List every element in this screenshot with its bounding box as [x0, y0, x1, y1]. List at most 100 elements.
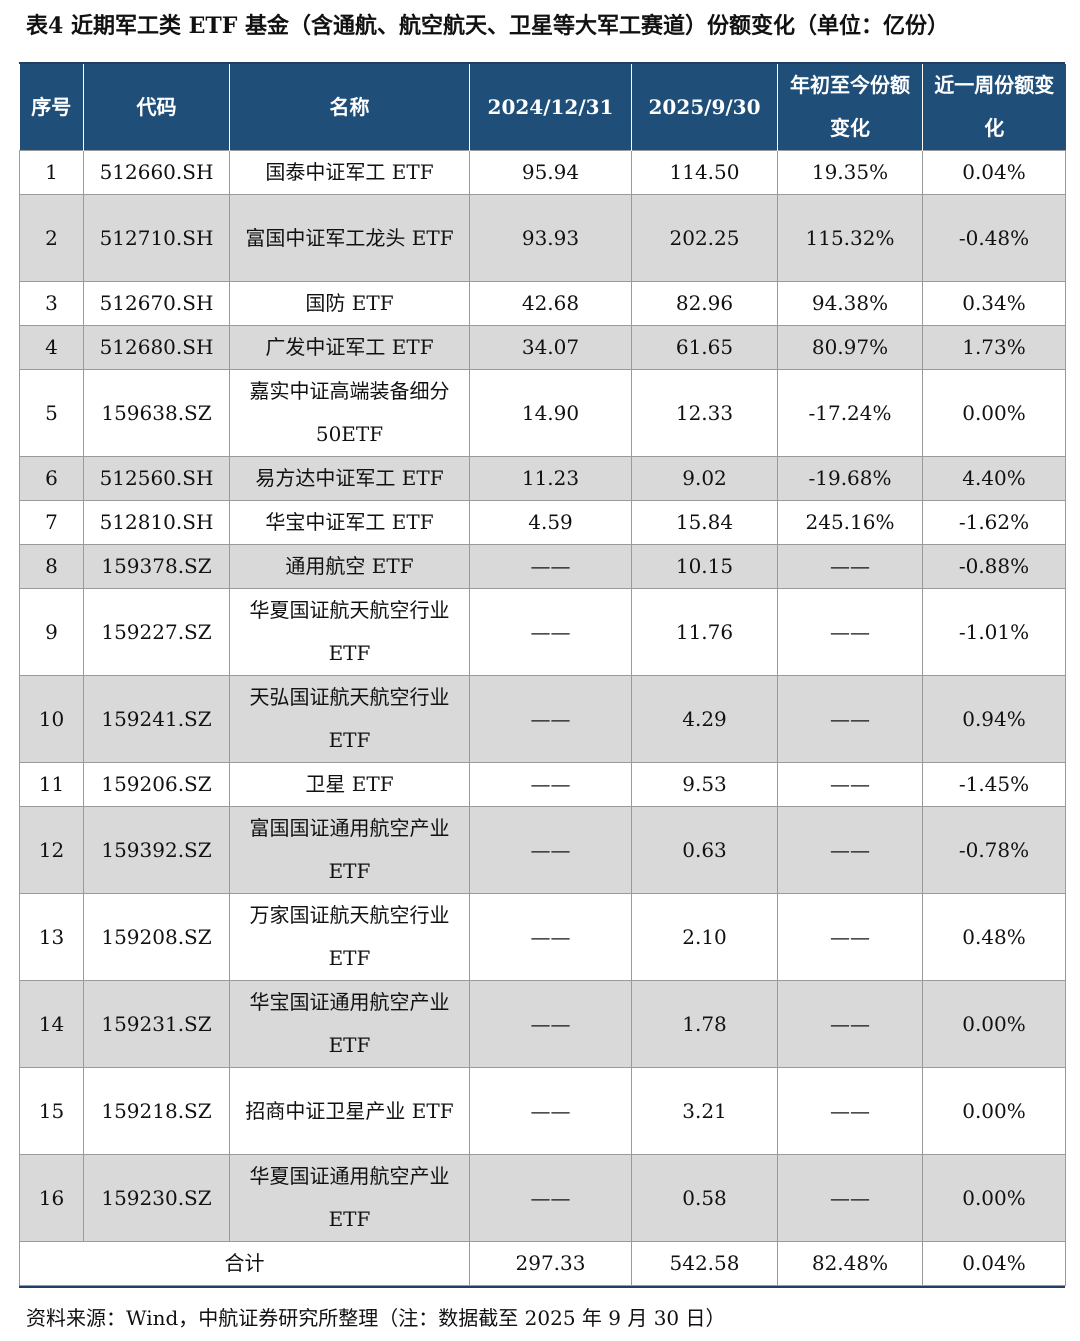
total-week-change: 0.04% [922, 1241, 1066, 1286]
row-ytd-change: —— [777, 980, 923, 1068]
row-2025: 0.63 [631, 806, 778, 894]
row-code: 512660.SH [83, 150, 230, 195]
row-week-change: 4.40% [922, 456, 1066, 501]
row-name: 富国国证通用航空产业 ETF [229, 806, 470, 894]
row-2025: 1.78 [631, 980, 778, 1068]
table-row: 7 512810.SH 华宝中证军工 ETF 4.59 15.84 245.16% -1.6… [19, 500, 1066, 545]
row-ytd-change: —— [777, 806, 923, 894]
row-week-change: 0.04% [922, 150, 1066, 195]
row-no: 5 [19, 369, 84, 457]
row-no: 12 [19, 806, 84, 894]
row-2024: 14.90 [469, 369, 632, 457]
row-name: 万家国证航天航空行业 ETF [229, 893, 470, 981]
row-code: 159218.SZ [83, 1067, 230, 1155]
row-ytd-change: -19.68% [777, 456, 923, 501]
row-2024: —— [469, 980, 632, 1068]
row-2025: 11.76 [631, 588, 778, 676]
row-2024: 93.93 [469, 194, 632, 282]
row-2025: 9.53 [631, 762, 778, 807]
header-week-change: 近一周份额变化 [922, 64, 1066, 151]
table-row: 10 159241.SZ 天弘国证航天航空行业 ETF —— 4.29 —— 0.94% [19, 675, 1066, 763]
row-code: 159241.SZ [83, 675, 230, 763]
row-ytd-change: 94.38% [777, 281, 923, 326]
table-title: 表4 近期军工类 ETF 基金（含通航、航空航天、卫星等大军工赛道）份额变化（单… [26, 13, 950, 39]
table-row: 11 159206.SZ 卫星 ETF —— 9.53 —— -1.45% [19, 762, 1066, 807]
table-row: 15 159218.SZ 招商中证卫星产业 ETF —— 3.21 —— 0.00% [19, 1067, 1066, 1155]
row-name: 国泰中证军工 ETF [229, 150, 470, 195]
row-2024: —— [469, 544, 632, 589]
row-no: 13 [19, 893, 84, 981]
row-code: 512680.SH [83, 325, 230, 370]
row-week-change: -0.88% [922, 544, 1066, 589]
table-row: 2 512710.SH 富国中证军工龙头 ETF 93.93 202.25 115.32%… [19, 194, 1066, 282]
table-row: 9 159227.SZ 华夏国证航天航空行业 ETF —— 11.76 —— -1.01% [19, 588, 1066, 676]
row-code: 159378.SZ [83, 544, 230, 589]
row-week-change: -0.48% [922, 194, 1066, 282]
row-2025: 114.50 [631, 150, 778, 195]
total-row: 合计 297.33 542.58 82.48% 0.04% [19, 1241, 1066, 1286]
etf-share-table: 序号 代码 名称 2024/12/31 2025/9/30 年初至今份额变化 近… [19, 64, 1066, 1286]
row-no: 11 [19, 762, 84, 807]
total-2024: 297.33 [469, 1241, 632, 1286]
row-ytd-change: 19.35% [777, 150, 923, 195]
row-week-change: -0.78% [922, 806, 1066, 894]
table-body: 1 512660.SH 国泰中证军工 ETF 95.94 114.50 19.35% 0.0… [19, 150, 1066, 1286]
row-code: 512670.SH [83, 281, 230, 326]
row-name: 卫星 ETF [229, 762, 470, 807]
row-ytd-change: —— [777, 1154, 923, 1242]
row-name: 富国中证军工龙头 ETF [229, 194, 470, 282]
row-week-change: 0.94% [922, 675, 1066, 763]
row-code: 512710.SH [83, 194, 230, 282]
row-week-change: -1.62% [922, 500, 1066, 545]
table-row: 3 512670.SH 国防 ETF 42.68 82.96 94.38% 0.34% [19, 281, 1066, 326]
row-name: 嘉实中证高端装备细分 50ETF [229, 369, 470, 457]
row-ytd-change: 245.16% [777, 500, 923, 545]
row-no: 14 [19, 980, 84, 1068]
row-2025: 2.10 [631, 893, 778, 981]
row-2025: 3.21 [631, 1067, 778, 1155]
row-ytd-change: —— [777, 544, 923, 589]
row-2024: —— [469, 588, 632, 676]
header-row: 序号 代码 名称 2024/12/31 2025/9/30 年初至今份额变化 近… [19, 64, 1066, 151]
table-row: 13 159208.SZ 万家国证航天航空行业 ETF —— 2.10 —— 0.48% [19, 893, 1066, 981]
row-code: 512810.SH [83, 500, 230, 545]
row-no: 6 [19, 456, 84, 501]
table-row: 5 159638.SZ 嘉实中证高端装备细分 50ETF 14.90 12.33 -17.… [19, 369, 1066, 457]
total-label: 合计 [19, 1241, 470, 1286]
row-no: 16 [19, 1154, 84, 1242]
table-row: 8 159378.SZ 通用航空 ETF —— 10.15 —— -0.88% [19, 544, 1066, 589]
row-2025: 12.33 [631, 369, 778, 457]
row-2024: —— [469, 675, 632, 763]
row-2025: 4.29 [631, 675, 778, 763]
row-code: 159208.SZ [83, 893, 230, 981]
header-ytd-change: 年初至今份额变化 [777, 64, 923, 151]
row-ytd-change: 115.32% [777, 194, 923, 282]
row-ytd-change: —— [777, 762, 923, 807]
table-row: 12 159392.SZ 富国国证通用航空产业 ETF —— 0.63 —— -0.78% [19, 806, 1066, 894]
row-code: 159227.SZ [83, 588, 230, 676]
row-2024: —— [469, 893, 632, 981]
row-week-change: 0.34% [922, 281, 1066, 326]
row-week-change: 0.00% [922, 980, 1066, 1068]
row-no: 10 [19, 675, 84, 763]
row-no: 3 [19, 281, 84, 326]
header-no: 序号 [19, 64, 84, 151]
row-name: 天弘国证航天航空行业 ETF [229, 675, 470, 763]
header-2024: 2024/12/31 [469, 64, 632, 151]
table-row: 16 159230.SZ 华夏国证通用航空产业 ETF —— 0.58 —— 0.00% [19, 1154, 1066, 1242]
row-ytd-change: —— [777, 1067, 923, 1155]
row-name: 易方达中证军工 ETF [229, 456, 470, 501]
row-2024: 34.07 [469, 325, 632, 370]
row-no: 7 [19, 500, 84, 545]
row-no: 8 [19, 544, 84, 589]
row-no: 2 [19, 194, 84, 282]
row-no: 1 [19, 150, 84, 195]
row-2025: 202.25 [631, 194, 778, 282]
row-week-change: 1.73% [922, 325, 1066, 370]
row-code: 159392.SZ [83, 806, 230, 894]
row-2024: 42.68 [469, 281, 632, 326]
row-week-change: 0.00% [922, 369, 1066, 457]
header-2025: 2025/9/30 [631, 64, 778, 151]
row-week-change: 0.48% [922, 893, 1066, 981]
row-2025: 10.15 [631, 544, 778, 589]
